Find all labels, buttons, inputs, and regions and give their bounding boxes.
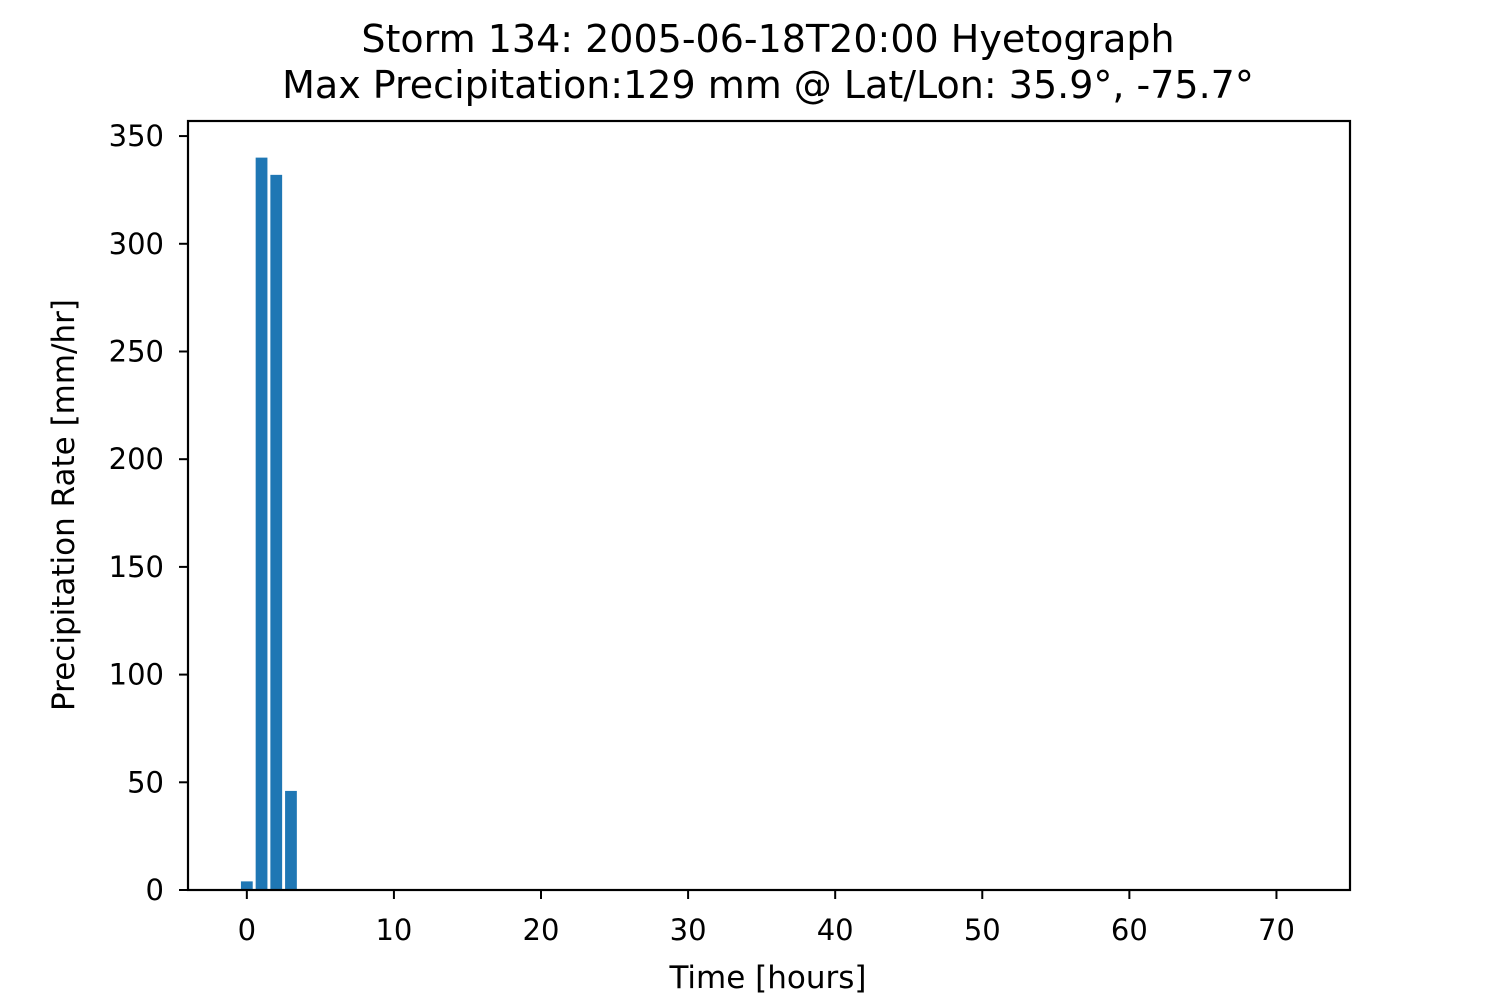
y-tick-label: 350 — [109, 119, 164, 153]
x-axis-label: Time [hours] — [668, 960, 866, 996]
chart-title: Storm 134: 2005-06-18T20:00 Hyetograph — [361, 17, 1174, 61]
y-tick-label: 100 — [109, 658, 164, 692]
x-tick-label: 20 — [523, 913, 560, 947]
x-tick-label: 60 — [1111, 913, 1148, 947]
x-tick-label: 0 — [238, 913, 256, 947]
y-tick-label: 300 — [109, 227, 164, 261]
y-axis-label: Precipitation Rate [mm/hr] — [46, 299, 82, 711]
y-tick-label: 150 — [109, 550, 164, 584]
x-tick-label: 30 — [670, 913, 707, 947]
x-tick-label: 50 — [964, 913, 1001, 947]
y-axis-ticks: 0 50 100 150 200 250 300 350 — [109, 119, 188, 907]
x-tick-label: 70 — [1258, 913, 1295, 947]
y-tick-label: 200 — [109, 442, 164, 476]
bar-hour-3 — [285, 790, 297, 890]
bar-hour-1 — [255, 157, 268, 891]
y-tick-label: 250 — [109, 334, 164, 368]
x-axis-ticks: 0 10 20 30 40 50 60 70 — [238, 890, 1295, 947]
x-tick-label: 40 — [817, 913, 854, 947]
bar-hour-0 — [240, 881, 253, 890]
bar-hour-2 — [270, 174, 283, 890]
chart-subtitle: Max Precipitation:129 mm @ Lat/Lon: 35.9… — [282, 63, 1254, 107]
x-tick-label: 10 — [375, 913, 412, 947]
y-tick-label: 0 — [146, 873, 164, 907]
y-tick-label: 50 — [127, 765, 164, 799]
bars-group — [240, 157, 297, 891]
plot-area-frame — [186, 119, 1352, 892]
